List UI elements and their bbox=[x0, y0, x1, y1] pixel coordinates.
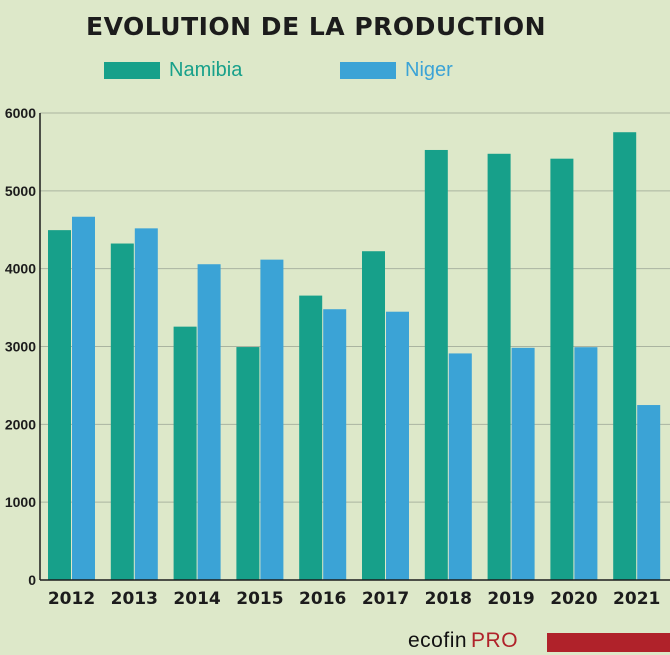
brand-name: ecofin bbox=[408, 629, 468, 652]
chart-title: EVOLUTION DE LA PRODUCTION bbox=[86, 12, 547, 41]
y-tick-label: 6000 bbox=[5, 105, 36, 121]
legend-swatch-niger bbox=[340, 61, 396, 79]
y-tick-label: 5000 bbox=[5, 183, 36, 199]
brand-suffix: PRO bbox=[471, 629, 519, 652]
x-tick-label: 2013 bbox=[111, 589, 158, 609]
y-tick-label: 3000 bbox=[5, 339, 36, 355]
bar-niger-2020 bbox=[574, 347, 598, 580]
y-tick-label: 2000 bbox=[5, 416, 36, 432]
bar-niger-2021 bbox=[637, 405, 661, 580]
bar-namibia-2014 bbox=[173, 326, 197, 580]
x-tick-label: 2021 bbox=[613, 589, 660, 609]
legend-item-niger: Niger bbox=[340, 58, 453, 82]
x-tick-label: 2014 bbox=[173, 589, 220, 609]
x-tick-label: 2018 bbox=[425, 589, 472, 609]
legend-label-niger: Niger bbox=[405, 58, 453, 81]
legend-item-namibia: Namibia bbox=[104, 58, 242, 82]
bar-namibia-2018 bbox=[424, 149, 448, 581]
x-tick-label: 2016 bbox=[299, 589, 346, 609]
x-tick-label: 2015 bbox=[236, 589, 283, 609]
bar-niger-2019 bbox=[511, 347, 535, 580]
bar-niger-2013 bbox=[134, 228, 158, 580]
x-tick-label: 2020 bbox=[550, 589, 597, 609]
bar-niger-2016 bbox=[323, 309, 347, 580]
bar-namibia-2016 bbox=[299, 295, 323, 580]
brand-logo: ecofin PRO bbox=[408, 629, 518, 653]
bar-namibia-2015 bbox=[236, 347, 260, 580]
bar-niger-2014 bbox=[197, 264, 221, 580]
bar-namibia-2017 bbox=[362, 251, 385, 580]
y-tick-label: 4000 bbox=[5, 261, 36, 277]
bar-namibia-2021 bbox=[613, 132, 637, 580]
y-tick-label: 1000 bbox=[5, 494, 36, 510]
x-tick-label: 2019 bbox=[487, 589, 534, 609]
bar-niger-2012 bbox=[72, 216, 95, 580]
y-tick-label: 0 bbox=[28, 572, 36, 588]
bar-niger-2015 bbox=[260, 259, 284, 580]
x-tick-label: 2012 bbox=[48, 589, 95, 609]
bar-namibia-2019 bbox=[487, 153, 511, 580]
brand-bar bbox=[547, 633, 670, 652]
bar-niger-2017 bbox=[386, 311, 409, 580]
bar-namibia-2013 bbox=[110, 243, 134, 581]
legend-label-namibia: Namibia bbox=[169, 58, 243, 81]
bar-namibia-2012 bbox=[48, 230, 71, 580]
bar-niger-2018 bbox=[448, 353, 472, 580]
bar-namibia-2020 bbox=[550, 158, 574, 580]
legend-swatch-namibia bbox=[104, 61, 160, 79]
x-tick-label: 2017 bbox=[362, 589, 409, 609]
